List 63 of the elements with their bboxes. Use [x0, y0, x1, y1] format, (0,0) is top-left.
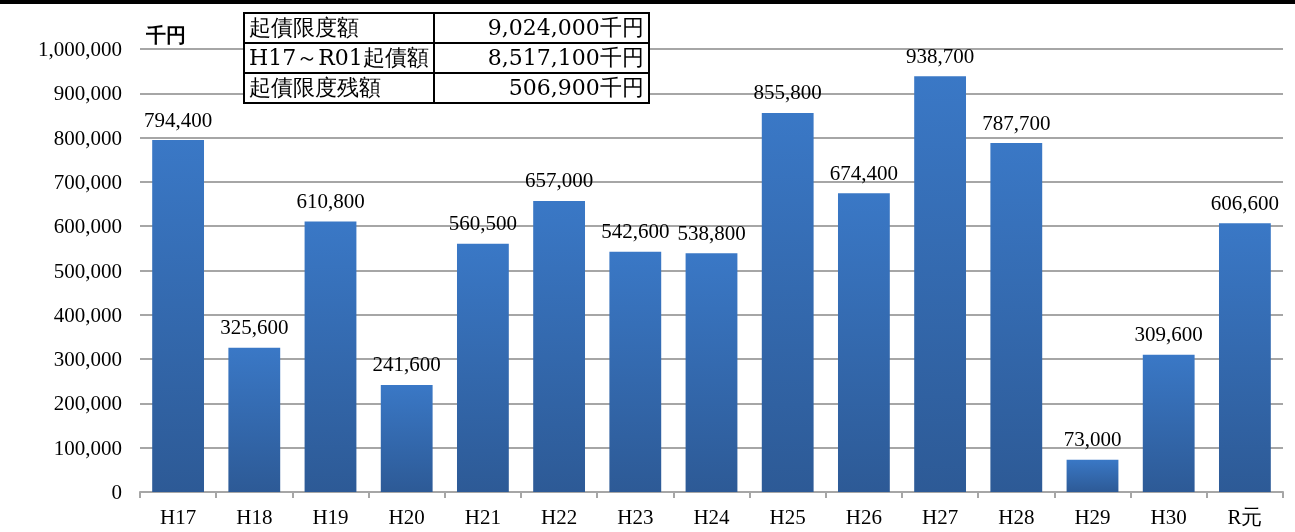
- y-tick-label: 100,000: [53, 435, 122, 460]
- data-label: 610,800: [296, 188, 365, 213]
- y-tick-label: 500,000: [53, 258, 122, 283]
- data-label: 560,500: [448, 211, 518, 236]
- data-label: 241,600: [372, 352, 441, 377]
- bar: [837, 193, 890, 492]
- x-tick-label: H28: [998, 504, 1035, 529]
- x-tick-label: H19: [312, 504, 349, 529]
- x-tick-label: H27: [922, 504, 959, 529]
- data-label: 938,700: [905, 43, 975, 68]
- x-tick-label: H18: [236, 504, 273, 529]
- y-tick-label: 1,000,000: [38, 37, 122, 61]
- data-label: 538,800: [677, 220, 746, 245]
- y-tick-label: 900,000: [53, 81, 122, 106]
- x-tick-label: H23: [617, 504, 654, 529]
- annotation: 506,900千円: [433, 73, 649, 103]
- bar: [228, 347, 281, 492]
- data-label: 309,600: [1134, 322, 1203, 347]
- y-tick-label: 700,000: [53, 169, 122, 194]
- bar: [380, 384, 433, 492]
- bar: [685, 253, 738, 492]
- data-label: 657,000: [524, 168, 594, 193]
- text: 9,024,000千円: [433, 13, 649, 43]
- x-tick-label: H26: [845, 504, 882, 529]
- annotation: 8,517,100千円: [433, 43, 649, 73]
- bar: [152, 140, 205, 492]
- bar: [1066, 459, 1119, 492]
- y-tick-label: 800,000: [53, 125, 122, 150]
- data-label: 542,600: [601, 219, 670, 244]
- bar: [761, 112, 814, 492]
- bar: [1218, 223, 1271, 492]
- bar: [914, 76, 967, 492]
- x-tick-label: H20: [388, 504, 425, 529]
- data-label: 325,600: [220, 315, 289, 340]
- bar: [304, 221, 357, 492]
- data-label: 787,700: [982, 110, 1051, 135]
- x-tick-label: H22: [541, 504, 578, 529]
- data-label: 606,600: [1210, 190, 1280, 215]
- x-tick-label: H29: [1074, 504, 1111, 529]
- data-label: 73,000: [1063, 427, 1122, 452]
- y-tick-label: 600,000: [53, 214, 122, 239]
- data-label: 674,400: [829, 160, 899, 185]
- x-tick-label: R元: [1227, 504, 1263, 529]
- bar: [609, 251, 662, 492]
- x-tick-label: H25: [769, 504, 806, 529]
- data-label: 855,800: [753, 80, 822, 105]
- annotation: 起債限度残額: [244, 73, 434, 103]
- y-tick-label: 400,000: [53, 302, 122, 327]
- text: 起債限度額: [244, 13, 434, 43]
- x-tick-label: H30: [1150, 504, 1187, 529]
- bar: [456, 243, 509, 492]
- bar: [533, 200, 586, 492]
- x-tick-label: H17: [160, 504, 197, 529]
- y-axis-title: 千円: [146, 22, 186, 49]
- y-tick-label: 300,000: [53, 347, 122, 372]
- annotation: H17～R01起債額: [244, 43, 434, 73]
- y-tick-label: 200,000: [53, 391, 122, 416]
- y-tick-label: 0: [111, 480, 122, 504]
- bar: [1142, 354, 1195, 492]
- data-label: 794,400: [143, 107, 213, 132]
- x-tick-label: H24: [693, 504, 731, 529]
- bar: [990, 143, 1043, 492]
- x-tick-label: H21: [464, 504, 501, 529]
